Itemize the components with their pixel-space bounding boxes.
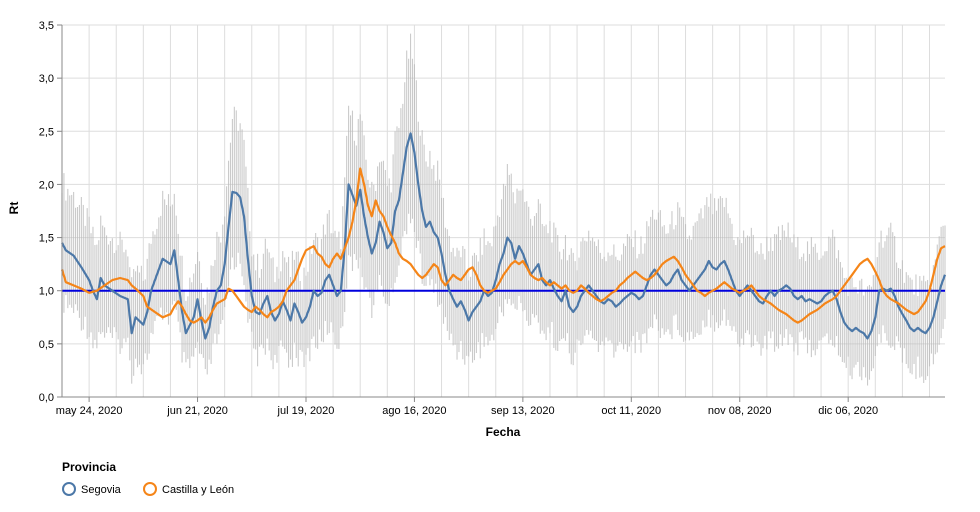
series-line-segovia [61, 132, 947, 340]
legend-label-castilla-y-leon: Castilla y León [162, 484, 234, 496]
y-tick-label: 2,0 [39, 179, 54, 191]
x-axis-title: Fecha [486, 425, 521, 439]
y-tick-label: 0,5 [39, 339, 54, 351]
x-tick-label: nov 08, 2020 [708, 405, 772, 417]
legend-swatch-castilla-y-leon [143, 482, 157, 496]
x-tick-label: sep 13, 2020 [491, 405, 555, 417]
series-lines [60, 132, 947, 340]
y-tick-label: 3,0 [39, 73, 54, 85]
x-axis-ticks: may 24, 2020 jun 21, 2020 jul 19, 2020 ago … [56, 397, 878, 417]
y-axis-title: Rt [7, 202, 21, 215]
y-tick-label: 1,5 [39, 233, 54, 245]
x-tick-label: ago 16, 2020 [382, 405, 446, 417]
x-tick-label: dic 06, 2020 [818, 405, 878, 417]
x-tick-label: oct 11, 2020 [601, 405, 661, 417]
x-tick-label: jul 19, 2020 [277, 405, 335, 417]
y-tick-label: 2,5 [39, 126, 54, 138]
legend: Provincia Segovia Castilla y León [62, 460, 234, 496]
axes [61, 25, 945, 398]
y-axis-ticks: 0,0 0,5 1,0 1,5 2,0 2,5 3,0 3,5 [39, 20, 62, 404]
legend-label-segovia: Segovia [81, 484, 122, 496]
confidence-band [61, 33, 946, 386]
legend-title: Provincia [62, 460, 116, 474]
y-tick-label: 3,5 [39, 20, 54, 32]
y-tick-label: 1,0 [39, 286, 54, 298]
x-tick-label: may 24, 2020 [56, 405, 123, 417]
y-tick-label: 0,0 [39, 392, 54, 404]
series-line-castilla-y-le-n [60, 167, 946, 324]
legend-swatch-segovia [62, 482, 76, 496]
x-tick-label: jun 21, 2020 [166, 405, 228, 417]
